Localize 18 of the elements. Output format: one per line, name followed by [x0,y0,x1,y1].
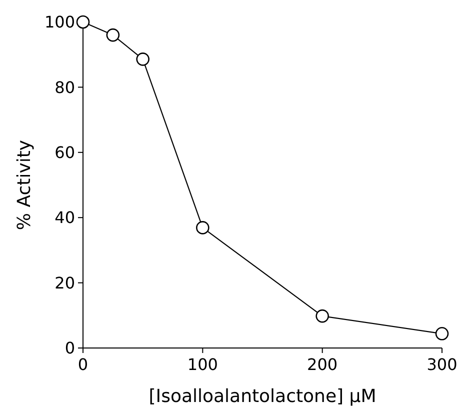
point [136,52,150,66]
y-axis-title: % Activity [14,140,35,230]
x-tick-label: 200 [307,355,338,374]
y-tick-label: 80 [54,78,75,97]
point [196,221,210,234]
point [316,309,329,323]
y-tick-label: 100 [44,12,75,32]
y-tick-label: 0 [64,338,75,358]
x-tick-label: 300 [426,355,458,374]
y-tick-label: 40 [54,208,75,228]
y-tick-label: 60 [54,143,75,162]
point [106,28,120,42]
x-tick-label: 100 [187,355,218,374]
point [435,327,449,340]
point [76,15,90,29]
x-tick-label: 0 [78,355,88,374]
x-axis-title: [Isoalloalantolactone] μM [148,386,376,407]
y-tick-label: 20 [54,273,75,292]
